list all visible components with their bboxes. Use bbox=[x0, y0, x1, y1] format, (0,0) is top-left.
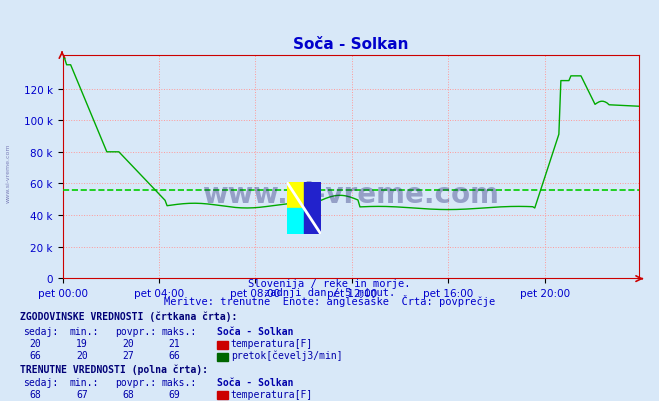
Text: Slovenija / reke in morje.: Slovenija / reke in morje. bbox=[248, 279, 411, 289]
Text: Meritve: trenutne  Enote: anglešaške  Črta: povprečje: Meritve: trenutne Enote: anglešaške Črta… bbox=[164, 294, 495, 306]
Text: 20: 20 bbox=[76, 350, 88, 360]
Text: min.:: min.: bbox=[69, 377, 99, 387]
Bar bbox=[287, 182, 304, 209]
Text: sedaj:: sedaj: bbox=[23, 377, 58, 387]
Bar bbox=[217, 391, 228, 399]
Text: temperatura[F]: temperatura[F] bbox=[231, 338, 313, 348]
Bar bbox=[287, 209, 304, 235]
Text: pretok[čevelj3/min]: pretok[čevelj3/min] bbox=[231, 350, 342, 360]
Text: 68: 68 bbox=[122, 389, 134, 399]
Text: zadnji dan / 5 minut.: zadnji dan / 5 minut. bbox=[264, 288, 395, 298]
Text: maks.:: maks.: bbox=[161, 377, 196, 387]
Text: 66: 66 bbox=[168, 350, 180, 360]
Text: TRENUTNE VREDNOSTI (polna črta):: TRENUTNE VREDNOSTI (polna črta): bbox=[20, 364, 208, 375]
Text: sedaj:: sedaj: bbox=[23, 326, 58, 336]
Text: 69: 69 bbox=[168, 389, 180, 399]
Text: Soča - Solkan: Soča - Solkan bbox=[217, 326, 294, 336]
Text: 67: 67 bbox=[76, 389, 88, 399]
Bar bbox=[217, 353, 228, 361]
Text: 21: 21 bbox=[168, 338, 180, 348]
Text: 68: 68 bbox=[30, 389, 42, 399]
Text: 20: 20 bbox=[122, 338, 134, 348]
Text: 19: 19 bbox=[76, 338, 88, 348]
Text: 27: 27 bbox=[122, 350, 134, 360]
Text: www.si-vreme.com: www.si-vreme.com bbox=[5, 143, 11, 202]
Text: ZGODOVINSKE VREDNOSTI (črtkana črta):: ZGODOVINSKE VREDNOSTI (črtkana črta): bbox=[20, 310, 237, 321]
Title: Soča - Solkan: Soča - Solkan bbox=[293, 37, 409, 52]
Text: 20: 20 bbox=[30, 338, 42, 348]
Text: povpr.:: povpr.: bbox=[115, 377, 156, 387]
Bar bbox=[304, 182, 321, 235]
Text: min.:: min.: bbox=[69, 326, 99, 336]
Text: pretok[čevelj3/min]: pretok[čevelj3/min] bbox=[231, 400, 342, 401]
Text: 66: 66 bbox=[30, 350, 42, 360]
Text: www.si-vreme.com: www.si-vreme.com bbox=[202, 180, 500, 208]
Text: Soča - Solkan: Soča - Solkan bbox=[217, 377, 294, 387]
Text: temperatura[F]: temperatura[F] bbox=[231, 389, 313, 399]
Text: povpr.:: povpr.: bbox=[115, 326, 156, 336]
Text: maks.:: maks.: bbox=[161, 326, 196, 336]
Bar bbox=[217, 341, 228, 349]
